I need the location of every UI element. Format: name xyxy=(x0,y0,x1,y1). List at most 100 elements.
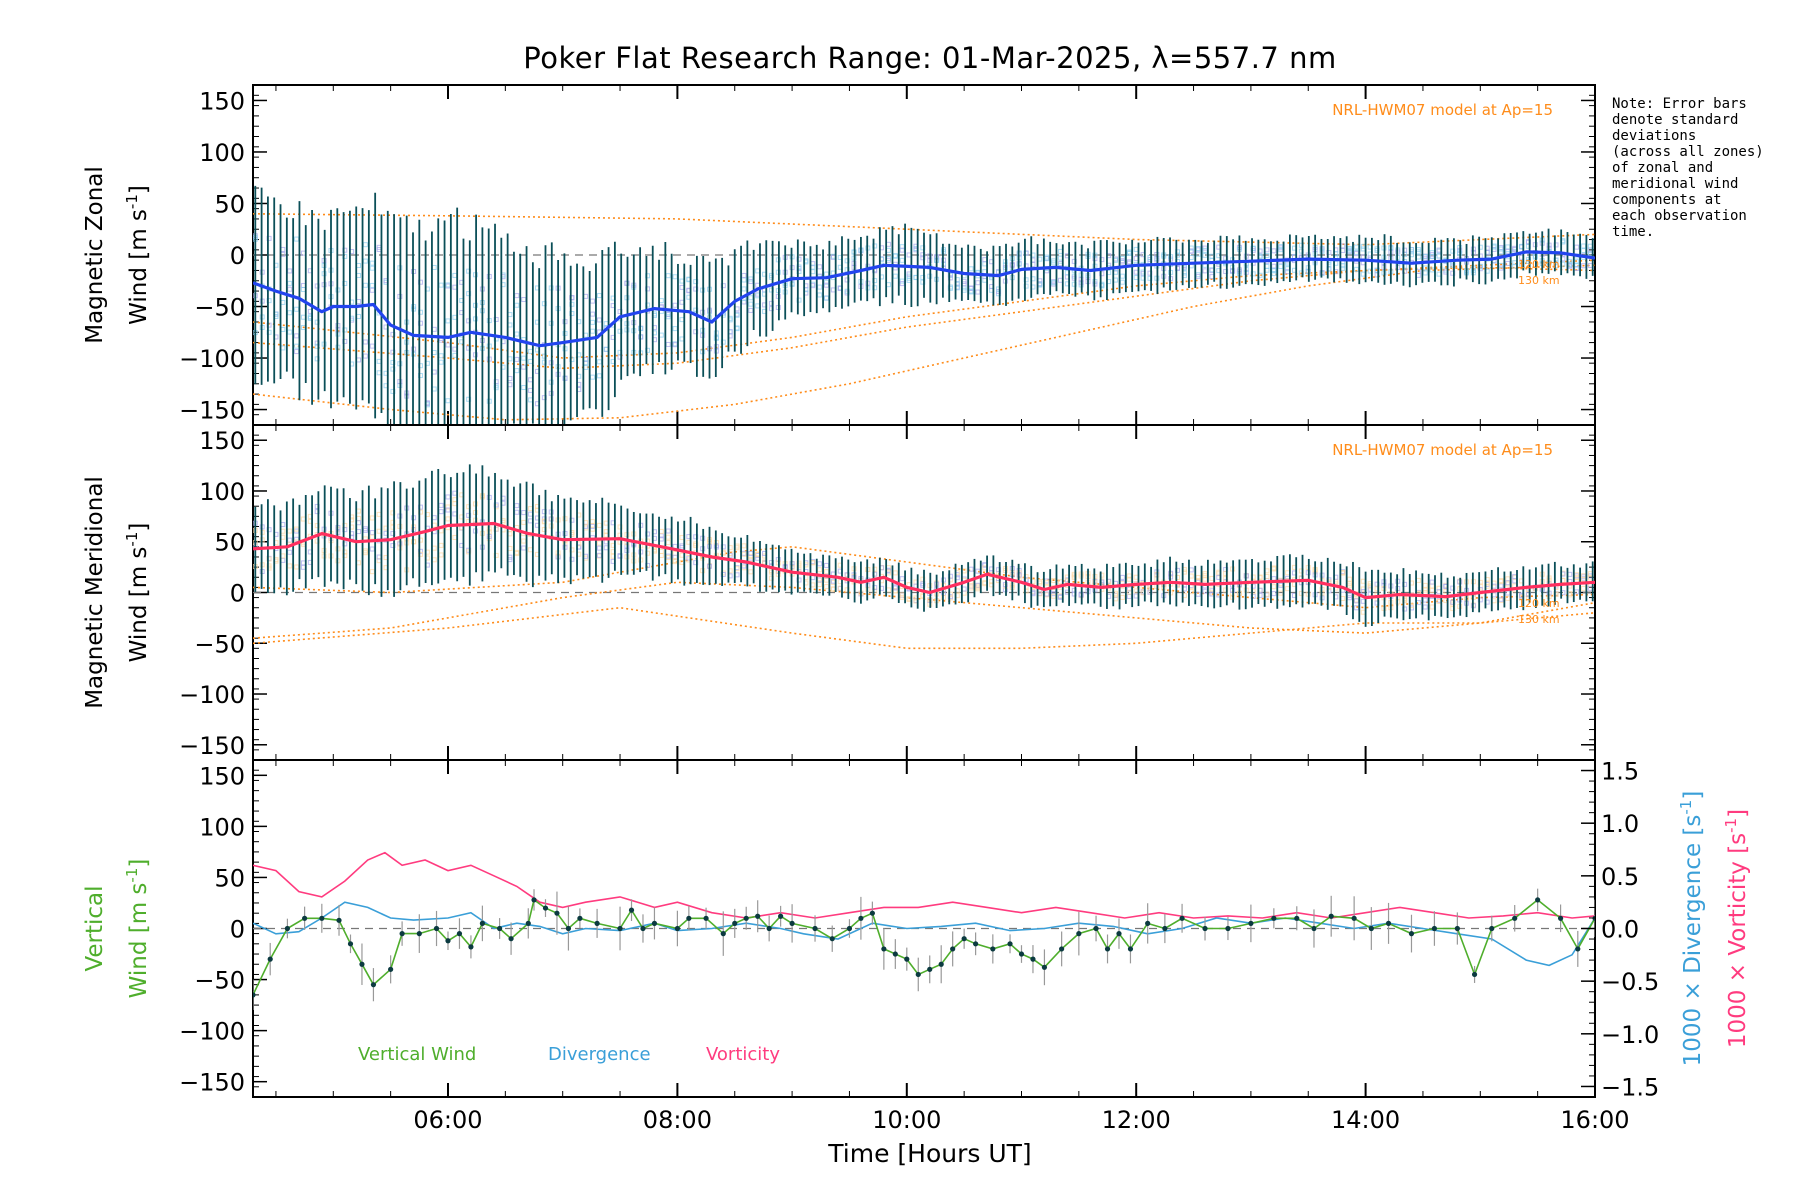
vertical-wind-point xyxy=(302,915,308,921)
zone-sample xyxy=(438,502,444,508)
mean-wind-line xyxy=(253,250,1595,348)
label-sup: -1 xyxy=(1722,818,1740,833)
zone-sample xyxy=(741,277,747,283)
x-tick-label: 06:00 xyxy=(413,1106,482,1134)
vertical-wind-point xyxy=(1368,925,1374,932)
vertical-wind-point xyxy=(973,941,979,947)
x-tick-label: 08:00 xyxy=(643,1106,712,1134)
zone-sample xyxy=(287,286,293,292)
zone-sample xyxy=(287,280,293,286)
model-label: NRL-HWM07 model at Ap=15 xyxy=(1332,101,1553,119)
zone-sample xyxy=(287,329,293,335)
x-tick-label: 12:00 xyxy=(1102,1106,1171,1134)
vertical-wind-line xyxy=(253,898,1595,996)
zone-sample xyxy=(824,569,830,575)
y-label-text: Wind [m s xyxy=(126,209,152,325)
vertical-wind-point xyxy=(1127,946,1134,952)
plot-area xyxy=(253,851,1595,1011)
zone-sample xyxy=(521,538,527,544)
y-label-close: ] xyxy=(126,523,152,532)
zone-sample xyxy=(899,257,905,263)
time-axis: 06:00 08:00 10:00 12:00 14:00 16:00 xyxy=(413,1106,1629,1134)
zone-sample xyxy=(590,298,596,304)
zone-sample xyxy=(1429,587,1435,593)
meridional-panel: 150 100 50 0 −50 −100 −150 Magnetic Meridional W… xyxy=(82,424,1596,761)
zone-sample xyxy=(369,260,375,266)
y-label-sup: -1 xyxy=(123,194,141,209)
zone-sample xyxy=(741,543,747,549)
zone-sample xyxy=(1195,251,1201,257)
zone-sample xyxy=(369,343,375,349)
zone-sample xyxy=(362,258,368,264)
zone-sample xyxy=(1119,279,1125,285)
zone-sample xyxy=(521,297,527,303)
vertical-wind-point xyxy=(829,936,835,942)
zone-sample xyxy=(294,349,300,355)
zone-sample xyxy=(521,545,527,551)
vertical-wind-point xyxy=(720,931,726,937)
vertical-wind-point xyxy=(370,982,377,988)
zone-sample xyxy=(438,509,444,515)
zone-sample xyxy=(369,515,375,521)
zone-sample xyxy=(817,264,823,270)
vertical-wind-point xyxy=(594,920,600,926)
vertical-wind-point xyxy=(1145,920,1151,926)
zone-sample xyxy=(975,280,981,286)
y-tick-label: −150 xyxy=(179,1069,245,1097)
zone-sample xyxy=(824,295,830,301)
zone-sample xyxy=(1278,590,1284,596)
note-line: each observation xyxy=(1612,208,1747,224)
vertical-wind-point xyxy=(686,915,692,921)
vertical-wind-point xyxy=(497,925,503,932)
y-tick-label: 150 xyxy=(199,87,245,115)
vertical-wind-point xyxy=(732,920,738,926)
vertical-wind-point xyxy=(651,920,658,926)
zone-sample xyxy=(369,282,375,288)
zone-sample xyxy=(596,545,602,551)
zone-sample xyxy=(817,577,823,583)
zone-sample xyxy=(1119,594,1125,600)
zone-sample xyxy=(521,364,527,370)
vertical-wind-point xyxy=(640,925,646,932)
y-tick-label: 50 xyxy=(214,190,245,218)
zone-sample xyxy=(287,563,293,569)
altitude-label: 120 km xyxy=(1518,258,1560,271)
model-curve xyxy=(253,545,1595,609)
right-axis-label: 1000 × Divergence [s-1] xyxy=(1677,791,1706,1067)
zone-sample xyxy=(438,528,444,534)
vertical-wind-point xyxy=(1351,915,1357,921)
vertical-wind-point xyxy=(869,910,875,916)
vertical-wind-point xyxy=(1179,915,1185,921)
vertical-wind-point xyxy=(990,946,996,952)
zone-sample xyxy=(817,567,823,573)
zone-sample xyxy=(369,530,375,536)
zone-sample xyxy=(1498,245,1504,251)
vertical-wind-point xyxy=(359,961,365,967)
vertical-wind-point xyxy=(743,915,749,921)
vertical-wind-point xyxy=(1294,915,1300,921)
zone-sample xyxy=(824,271,830,277)
vertical-wind-point xyxy=(812,925,818,932)
zone-sample xyxy=(590,311,596,317)
vertical-wind-point xyxy=(508,936,514,942)
zone-sample xyxy=(665,553,671,559)
vertical-wind-point xyxy=(479,920,486,926)
right-tick-label: −1.0 xyxy=(1601,1021,1659,1049)
zone-sample xyxy=(590,374,596,380)
vertical-wind-point xyxy=(468,944,474,950)
y-label-close: ] xyxy=(126,859,152,868)
note-line: denote standard xyxy=(1612,112,1738,128)
zone-sample xyxy=(1353,249,1359,255)
y-tick-label: −50 xyxy=(194,967,245,995)
zone-sample xyxy=(1353,244,1359,250)
vertical-wind-point xyxy=(766,925,772,932)
note-line: components at xyxy=(1612,192,1722,208)
zone-sample xyxy=(514,549,520,555)
zone-sample xyxy=(1574,572,1580,578)
vertical-wind-point xyxy=(1041,964,1048,970)
vertical-wind-point xyxy=(755,913,761,919)
y-axis-label-line1: Vertical xyxy=(82,885,108,971)
y-axis-label-line2: Wind [m s-1] xyxy=(123,185,152,325)
